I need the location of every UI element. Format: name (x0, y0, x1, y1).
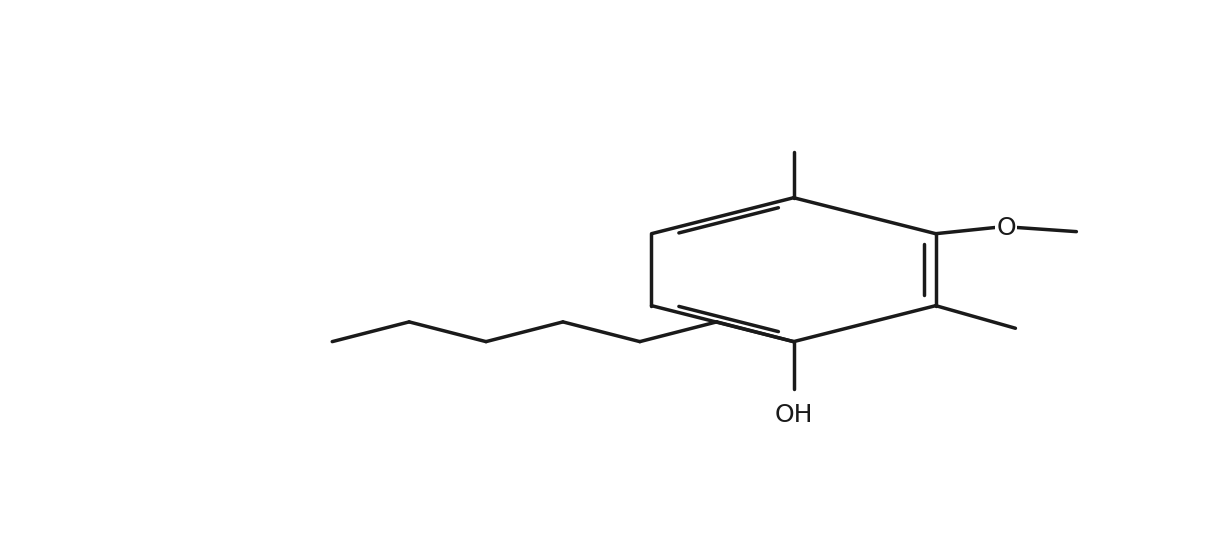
Text: O: O (996, 216, 1016, 240)
Text: OH: OH (774, 403, 813, 427)
